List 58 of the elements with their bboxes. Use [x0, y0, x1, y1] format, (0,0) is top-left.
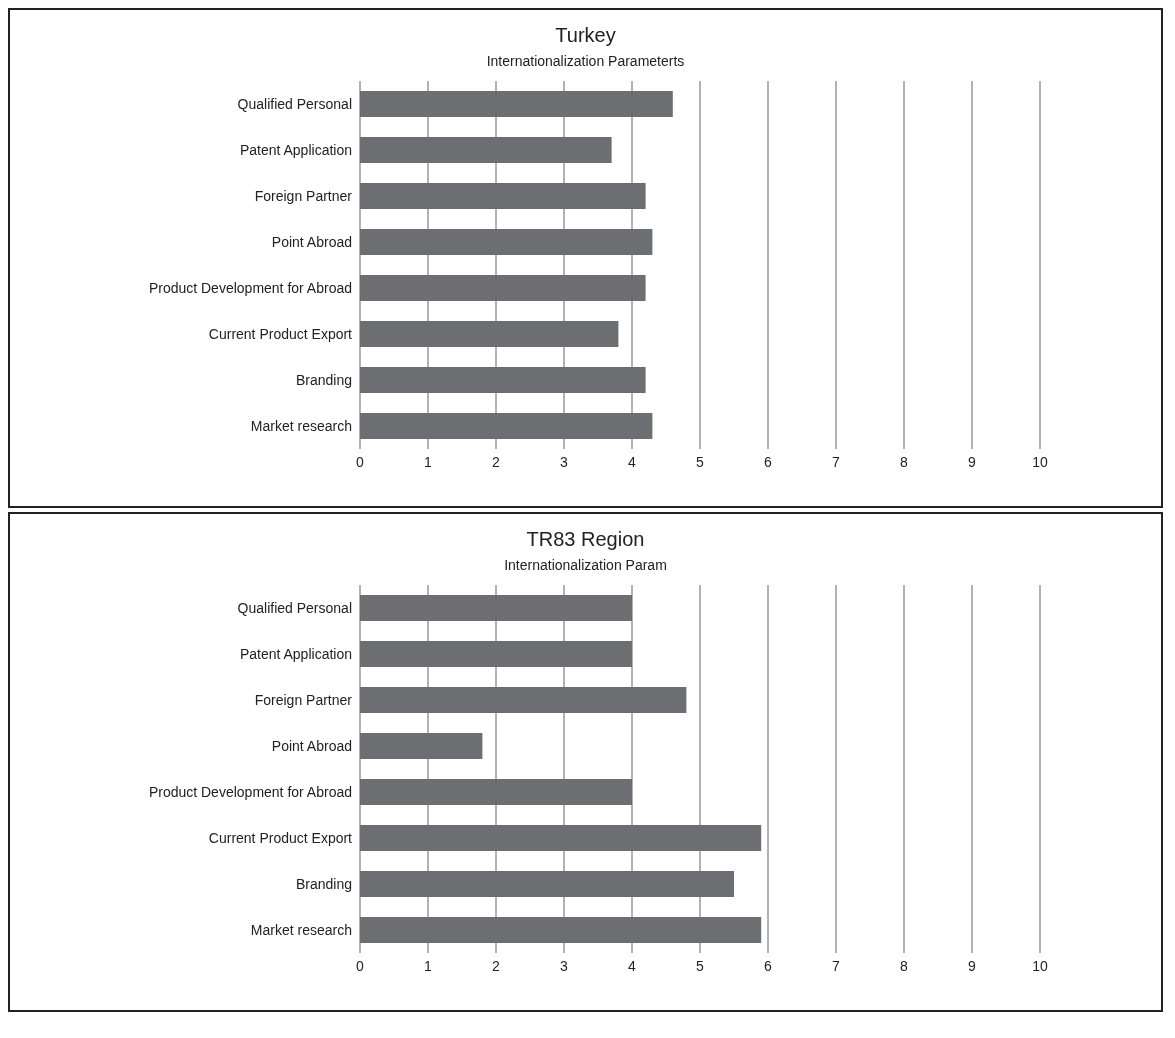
y-tick-label: Patent Application: [239, 645, 352, 662]
bar: [360, 871, 734, 898]
x-tick-label: 4: [628, 957, 637, 974]
bar: [360, 413, 653, 440]
x-tick-label: 10: [1032, 453, 1048, 470]
chart-title: Turkey: [554, 24, 617, 47]
y-tick-label: Qualified Personal: [237, 599, 352, 616]
y-tick-label: Market research: [250, 417, 352, 434]
x-tick-label: 9: [968, 453, 977, 470]
bar: [360, 229, 653, 256]
bar: [360, 137, 612, 164]
x-tick-label: 6: [764, 453, 773, 470]
bar: [360, 321, 619, 348]
x-tick-label: 5: [696, 957, 705, 974]
bar: [360, 779, 632, 806]
x-tick-label: 2: [492, 453, 501, 470]
y-tick-label: Patent Application: [239, 141, 352, 158]
chart-subtitle: Internationalization Parameterts: [485, 53, 686, 69]
y-tick-label: Foreign Partner: [254, 187, 353, 204]
x-tick-label: 2: [492, 957, 501, 974]
chart-subtitle: Internationalization Param: [503, 557, 668, 573]
x-tick-label: 3: [560, 957, 569, 974]
x-tick-label: 4: [628, 453, 637, 470]
y-tick-label: Product Development for Abroad: [148, 279, 352, 296]
bar: [360, 641, 632, 668]
x-tick-label: 0: [356, 453, 365, 470]
bar: [360, 917, 762, 944]
x-tick-label: 3: [560, 453, 569, 470]
bar: [360, 687, 687, 714]
bar: [360, 183, 646, 210]
bar: [360, 91, 673, 118]
y-tick-label: Product Development for Abroad: [148, 783, 352, 800]
x-tick-label: 8: [900, 957, 909, 974]
x-tick-label: 9: [968, 957, 977, 974]
chart-title: TR83 Region: [525, 528, 646, 551]
x-tick-label: 10: [1032, 957, 1048, 974]
y-tick-label: Current Product Export: [208, 325, 353, 342]
y-tick-label: Market research: [250, 921, 352, 938]
y-tick-label: Qualified Personal: [237, 95, 352, 112]
x-tick-label: 7: [832, 453, 841, 470]
x-tick-label: 1: [424, 453, 433, 470]
y-tick-label: Point Abroad: [271, 737, 352, 754]
bar: [360, 825, 762, 852]
bar: [360, 733, 483, 760]
x-tick-label: 6: [764, 957, 773, 974]
x-tick-label: 8: [900, 453, 909, 470]
bar: [360, 275, 646, 302]
y-tick-label: Foreign Partner: [254, 691, 353, 708]
y-tick-label: Point Abroad: [271, 233, 352, 250]
y-tick-label: Current Product Export: [208, 829, 353, 846]
bar: [360, 367, 646, 394]
bar: [360, 595, 632, 622]
y-tick-label: Branding: [295, 875, 352, 892]
x-tick-label: 1: [424, 957, 433, 974]
x-tick-label: 5: [696, 453, 705, 470]
y-tick-label: Branding: [295, 371, 352, 388]
x-tick-label: 7: [832, 957, 841, 974]
x-tick-label: 0: [356, 957, 365, 974]
